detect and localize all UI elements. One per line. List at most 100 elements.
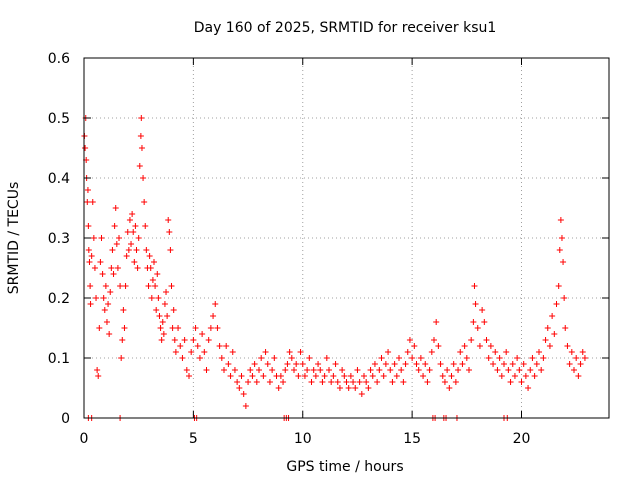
data-point [531, 373, 538, 379]
data-point [560, 259, 567, 265]
y-tick-label: 0 [61, 411, 70, 427]
data-point [249, 373, 256, 379]
data-point [471, 283, 478, 289]
data-point [138, 145, 145, 151]
data-point [258, 355, 265, 361]
data-point [145, 283, 152, 289]
data-point [84, 187, 91, 193]
data-point [161, 301, 168, 307]
data-point [326, 367, 332, 373]
data-point [479, 307, 486, 313]
data-point [345, 385, 352, 391]
data-point [175, 325, 182, 331]
data-point [166, 229, 173, 235]
data-point [164, 313, 171, 319]
data-point [428, 349, 435, 355]
data-point [262, 349, 269, 355]
data-point [374, 379, 381, 385]
data-point [448, 373, 455, 379]
data-point [260, 373, 267, 379]
chart-title: Day 160 of 2025, SRMTID for receiver ksu… [194, 20, 497, 36]
data-point [573, 355, 580, 361]
data-point [299, 361, 306, 367]
data-point [147, 265, 154, 271]
data-point [269, 367, 276, 373]
data-point [417, 355, 424, 361]
data-point [95, 373, 102, 379]
data-point [205, 337, 212, 343]
data-point [304, 367, 311, 373]
data-point [431, 337, 437, 343]
data-point [223, 343, 230, 349]
data-point [380, 373, 387, 379]
data-point [328, 379, 335, 385]
data-point [101, 307, 108, 313]
data-point [106, 331, 113, 337]
data-point [435, 343, 442, 349]
data-point [317, 367, 324, 373]
data-point [165, 217, 172, 223]
data-point [288, 355, 295, 361]
data-point [426, 367, 433, 373]
data-point [511, 373, 518, 379]
data-point [334, 379, 341, 385]
data-point [437, 361, 444, 367]
data-point [82, 145, 89, 151]
data-point [91, 265, 98, 271]
data-point [119, 337, 126, 343]
data-point [152, 283, 159, 289]
data-point [98, 235, 105, 241]
data-point [525, 385, 532, 391]
data-point [557, 217, 564, 223]
data-point [199, 331, 206, 337]
data-point [503, 349, 510, 355]
data-point [546, 343, 553, 349]
data-point [579, 349, 586, 355]
data-point [450, 361, 457, 367]
data-point [507, 379, 514, 385]
data-point [385, 349, 392, 355]
data-point [371, 361, 378, 367]
data-point [85, 223, 92, 229]
data-point [538, 367, 545, 373]
data-point [293, 361, 300, 367]
data-point [291, 367, 297, 373]
data-point [100, 295, 107, 301]
data-point [282, 367, 289, 373]
data-point [376, 367, 383, 373]
data-point [126, 217, 133, 223]
data-point [116, 235, 122, 241]
data-point [203, 367, 210, 373]
data-point [96, 325, 103, 331]
data-point [94, 367, 101, 373]
data-point [396, 355, 402, 361]
data-point [319, 379, 326, 385]
axis-ticks: 0 0.1 0.2 0.3 0.4 0.5 0.6 0 5 10 15 20 [48, 51, 609, 447]
data-point [171, 337, 178, 343]
data-point [341, 373, 348, 379]
data-point [225, 361, 232, 367]
data-point [155, 295, 162, 301]
data-point [492, 349, 499, 355]
x-tick-label: 5 [189, 431, 198, 447]
data-point [312, 373, 319, 379]
data-point [103, 319, 110, 325]
data-point [330, 373, 337, 379]
data-point [468, 337, 475, 343]
data-point [183, 367, 190, 373]
data-point [153, 307, 160, 313]
data-point [472, 301, 479, 307]
data-point [315, 361, 322, 367]
data-point [568, 349, 575, 355]
data-point [168, 283, 175, 289]
data-point [146, 253, 153, 259]
data-point [459, 361, 466, 367]
data-point [494, 367, 501, 373]
data-point [179, 355, 186, 361]
data-point [133, 247, 140, 253]
data-point [566, 361, 573, 367]
data-point [490, 361, 497, 367]
data-point [444, 367, 451, 373]
data-point [562, 325, 569, 331]
